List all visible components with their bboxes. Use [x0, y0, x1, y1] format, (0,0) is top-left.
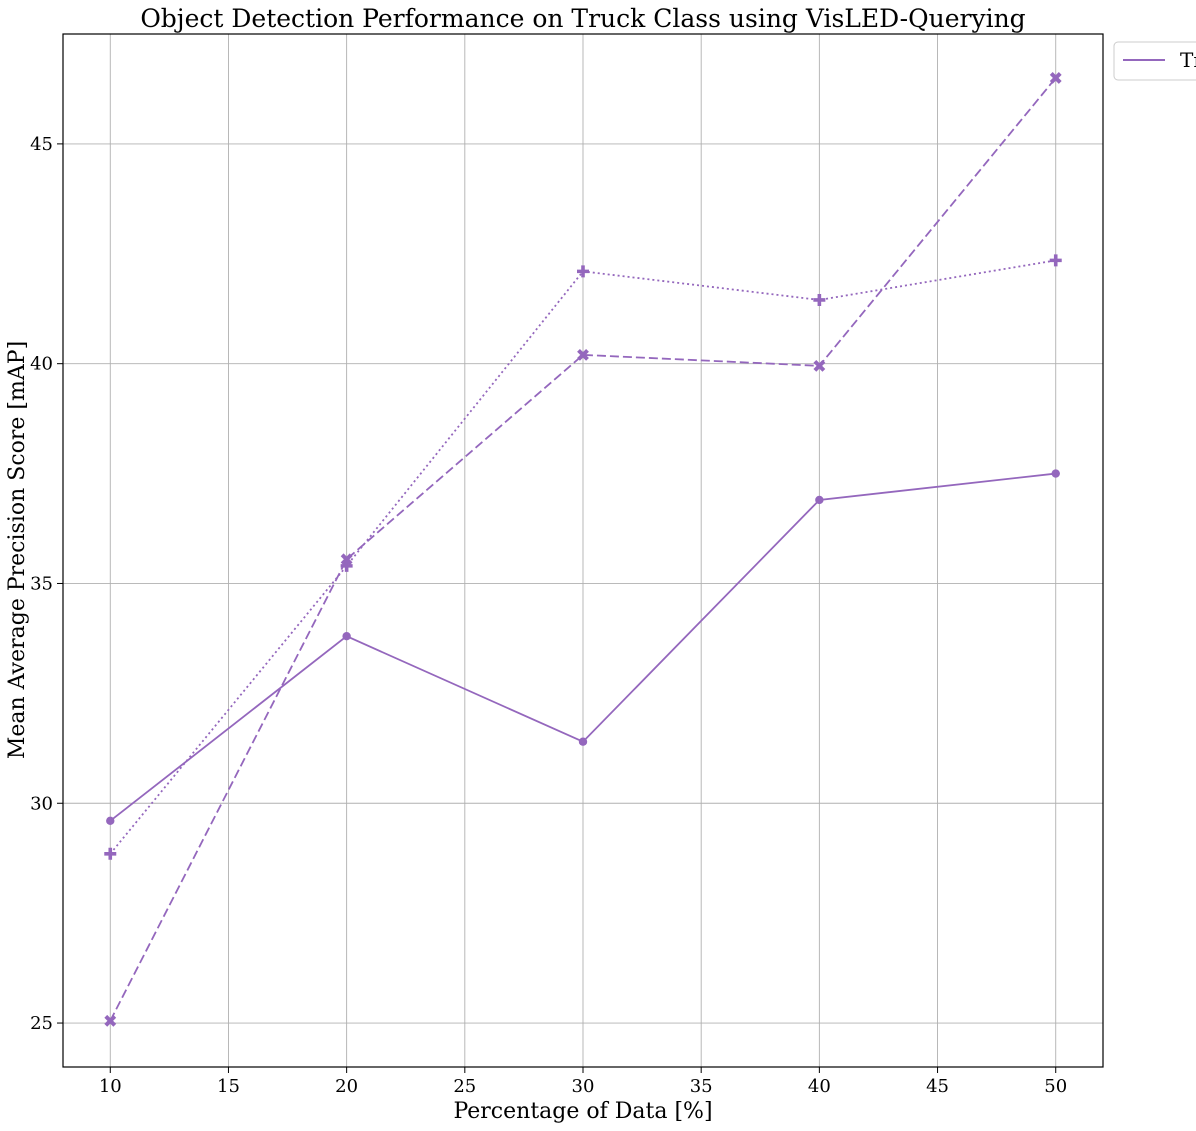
y-tick-label: 30: [30, 793, 53, 814]
legend-entry: Tr: [1180, 48, 1196, 72]
series-3-point: [577, 265, 589, 278]
y-tick-label: 25: [30, 1013, 53, 1034]
grid: [63, 34, 1103, 1067]
series-1-point: [342, 632, 351, 641]
x-axis-label: Percentage of Data [%]: [453, 1099, 712, 1124]
series-3-point: [340, 559, 353, 572]
x-tick-label: 25: [453, 1076, 476, 1097]
series-3-point: [104, 847, 117, 860]
legend: Tr: [1113, 41, 1196, 81]
series-2-point: [577, 348, 589, 361]
x-tick-label: 20: [335, 1076, 358, 1097]
y-axis-label: Mean Average Precision Score [mAP]: [5, 341, 30, 759]
x-tick-label: 30: [572, 1076, 595, 1097]
series-3-point: [1049, 254, 1062, 267]
series-2-point: [813, 359, 826, 372]
series-1-point: [106, 816, 115, 826]
y-tick-label: 35: [30, 573, 53, 594]
y-tick-label: 40: [30, 354, 53, 375]
series-3-point: [813, 293, 826, 306]
chart-title: Object Detection Performance on Truck Cl…: [140, 4, 1025, 33]
x-tick-label: 45: [926, 1076, 949, 1097]
series-2-point: [104, 1014, 117, 1027]
series-line-2: [109, 77, 1057, 1022]
series-1-point: [578, 737, 588, 746]
x-tick-label: 15: [217, 1076, 240, 1097]
series-2-point: [340, 553, 353, 566]
x-tick-label: 40: [808, 1076, 831, 1097]
series-1-point: [815, 495, 824, 505]
series-2-point: [1049, 72, 1062, 84]
x-tick-label: 10: [99, 1076, 122, 1097]
y-tick-label: 45: [30, 134, 53, 155]
series-group: [104, 72, 1062, 1027]
x-tick-label: 35: [690, 1076, 713, 1097]
ticks: 10 15 20 25 30 35 40 45 50 25 30 35 40 45: [30, 134, 1067, 1097]
series-1-point: [1051, 469, 1060, 478]
x-tick-label: 50: [1044, 1076, 1067, 1097]
